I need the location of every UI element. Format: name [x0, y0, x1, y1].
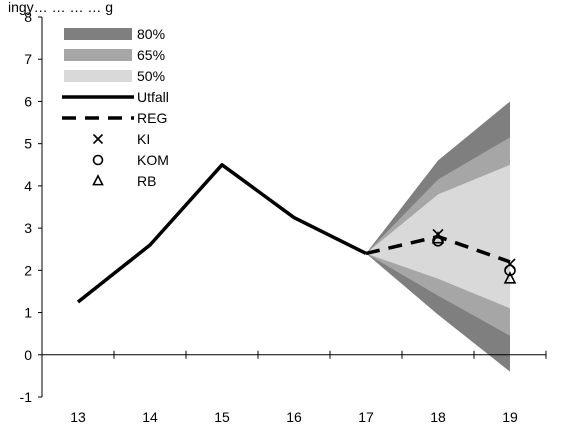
legend-item-65pct: 65%: [64, 47, 165, 63]
y-tick-label: 7: [24, 51, 32, 67]
marker-kom: [432, 234, 444, 247]
legend-label: 50%: [137, 68, 165, 84]
x-tick-label: 14: [142, 409, 158, 425]
clipped-top-text: ingy… … … … g: [8, 0, 113, 15]
legend-label: Utfall: [137, 89, 169, 105]
legend-item-rb: RB: [92, 173, 156, 189]
legend-swatch: [64, 70, 132, 82]
legend-item-utfall: Utfall: [62, 89, 169, 105]
legend-label: 80%: [137, 26, 165, 42]
legend-swatch: [64, 49, 132, 61]
y-tick-label: 2: [24, 262, 32, 278]
marker-rb: [431, 231, 445, 244]
x-tick-label: 15: [214, 409, 230, 425]
legend-label: KI: [137, 131, 150, 147]
marker-kom: [504, 264, 516, 277]
y-tick-label: 8: [24, 9, 32, 25]
legend-item-80pct: 80%: [64, 26, 165, 42]
legend-swatch: [92, 174, 104, 186]
legend-label: KOM: [137, 152, 169, 168]
legend-swatch: [64, 28, 132, 40]
y-tick-label: 5: [24, 136, 32, 152]
marker-rb: [503, 271, 517, 284]
x-tick-label: 17: [358, 409, 374, 425]
legend-swatch: [92, 154, 104, 166]
x-tick-label: 13: [70, 409, 86, 425]
legend-label: 65%: [137, 47, 165, 63]
x-tick-label: 18: [430, 409, 446, 425]
y-tick-label: 0: [24, 347, 32, 363]
legend-item-reg: REG: [62, 110, 167, 126]
y-tick-label: 6: [24, 93, 32, 109]
legend-item-50pct: 50%: [64, 68, 165, 84]
y-tick-label: 3: [24, 220, 32, 236]
legend-swatch: [92, 133, 104, 145]
legend-item-ki: KI: [92, 131, 150, 147]
y-tick-label: -1: [20, 389, 33, 405]
legend-label: REG: [137, 110, 167, 126]
legend: 80% 65% 50% Utfall REG KI KOM RB: [62, 26, 169, 189]
series-line-utfall: [76, 163, 367, 304]
y-tick-label: 1: [24, 305, 32, 321]
x-tick-label: 16: [286, 409, 302, 425]
legend-label: RB: [137, 173, 156, 189]
legend-item-kom: KOM: [92, 152, 169, 168]
x-tick-label: 19: [502, 409, 518, 425]
y-tick-label: 4: [24, 178, 32, 194]
plot-area: -1 0 1 2 3 4 5 6 7 8 13 14 15 16 17 18 19 80% 65% 50% Utfall…: [20, 9, 547, 425]
